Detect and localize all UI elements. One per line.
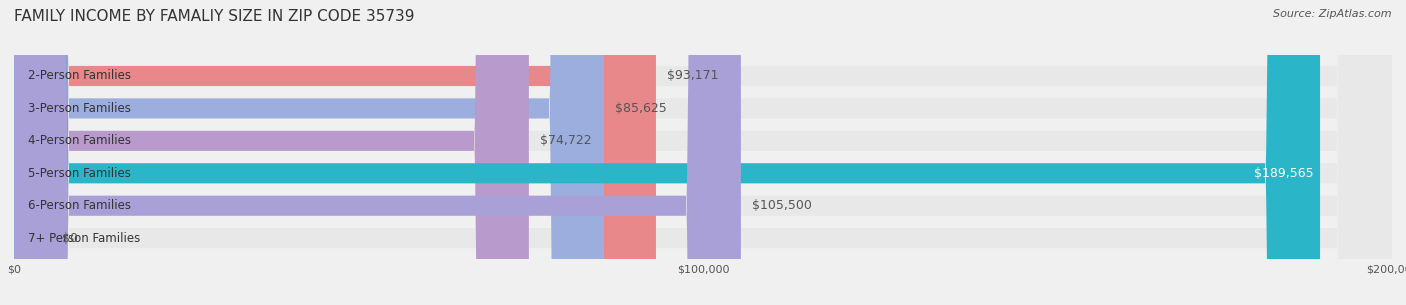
FancyBboxPatch shape	[14, 0, 741, 305]
FancyBboxPatch shape	[14, 0, 1392, 305]
Text: 5-Person Families: 5-Person Families	[28, 167, 131, 180]
FancyBboxPatch shape	[14, 0, 1392, 305]
Text: $93,171: $93,171	[666, 70, 718, 82]
FancyBboxPatch shape	[14, 0, 1392, 305]
FancyBboxPatch shape	[14, 0, 1392, 305]
FancyBboxPatch shape	[14, 0, 605, 305]
FancyBboxPatch shape	[14, 0, 529, 305]
Text: $105,500: $105,500	[752, 199, 811, 212]
Text: $74,722: $74,722	[540, 135, 592, 147]
Text: 6-Person Families: 6-Person Families	[28, 199, 131, 212]
Text: $85,625: $85,625	[614, 102, 666, 115]
Text: $0: $0	[62, 232, 79, 245]
FancyBboxPatch shape	[14, 0, 1392, 305]
FancyBboxPatch shape	[14, 0, 1320, 305]
Text: 3-Person Families: 3-Person Families	[28, 102, 131, 115]
Text: $189,565: $189,565	[1254, 167, 1313, 180]
FancyBboxPatch shape	[14, 0, 1392, 305]
Text: FAMILY INCOME BY FAMALIY SIZE IN ZIP CODE 35739: FAMILY INCOME BY FAMALIY SIZE IN ZIP COD…	[14, 9, 415, 24]
Text: 7+ Person Families: 7+ Person Families	[28, 232, 141, 245]
FancyBboxPatch shape	[14, 0, 657, 305]
Text: Source: ZipAtlas.com: Source: ZipAtlas.com	[1274, 9, 1392, 19]
Text: 2-Person Families: 2-Person Families	[28, 70, 131, 82]
Text: 4-Person Families: 4-Person Families	[28, 135, 131, 147]
